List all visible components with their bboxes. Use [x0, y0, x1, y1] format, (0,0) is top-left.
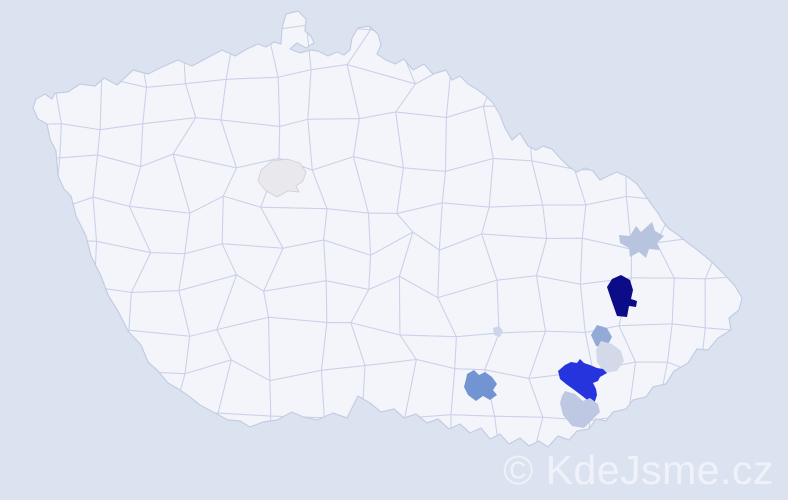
highlighted-district-south-central-steel-blue — [464, 370, 497, 401]
district-cell — [542, 204, 587, 239]
highlighted-district-southeast-light-blue — [560, 391, 600, 428]
district-cell — [671, 277, 706, 329]
district-cell — [395, 111, 447, 172]
country-outline — [32, 10, 743, 448]
highlighted-district-southeast-bright-blue — [558, 359, 607, 406]
highlighted-district-east-central-medium-blue — [591, 325, 612, 348]
district-cell — [59, 123, 101, 159]
highlighted-district-east-dark-navy — [607, 275, 637, 317]
district-cell — [536, 275, 586, 333]
district-cell — [704, 274, 742, 333]
district-cell — [220, 76, 281, 127]
highlighted-district-east-central-pale-blue — [596, 341, 624, 373]
highlighted-district-central-west-pale-gray — [257, 158, 307, 198]
district-cell — [277, 69, 312, 127]
highlighted-district-small-central-pale-blue — [493, 326, 503, 337]
district-cell — [481, 204, 548, 239]
highlighted-district-northeast-star — [619, 222, 664, 258]
